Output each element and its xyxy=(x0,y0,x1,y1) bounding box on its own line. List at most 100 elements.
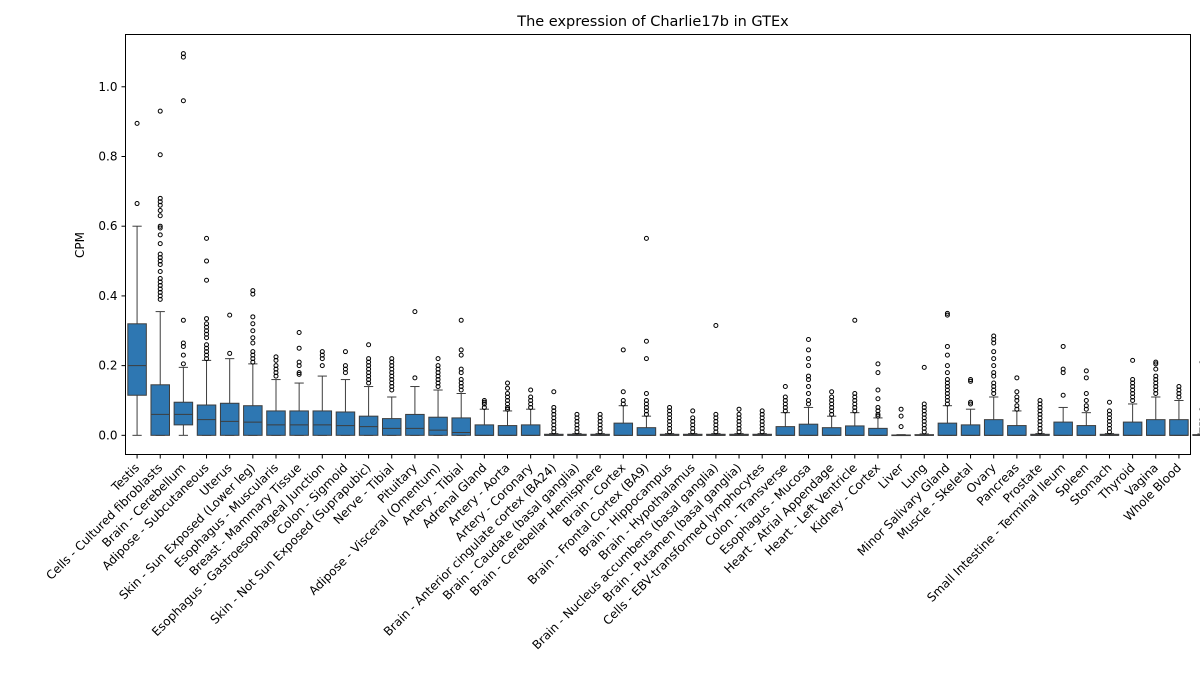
outlier-point xyxy=(1153,391,1159,397)
outlier-point xyxy=(458,387,464,393)
outlier-point xyxy=(180,343,186,349)
outlier-point xyxy=(505,385,511,391)
outlier-point xyxy=(782,408,788,414)
outlier-point xyxy=(597,411,603,417)
y-tick-label: 1.0 xyxy=(98,80,117,94)
outlier-point xyxy=(1130,391,1136,397)
outlier-point xyxy=(875,387,881,393)
outlier-point xyxy=(875,361,881,367)
outlier-point xyxy=(667,408,673,414)
outlier-point xyxy=(342,349,348,355)
box-group xyxy=(914,364,935,436)
outlier-point xyxy=(389,373,395,379)
outlier-point xyxy=(667,418,673,424)
plot-area xyxy=(127,51,1200,437)
outlier-point xyxy=(991,356,997,362)
outlier-point xyxy=(968,401,974,407)
outlier-point xyxy=(944,310,950,316)
outlier-point xyxy=(366,342,372,348)
outlier-point xyxy=(875,404,881,410)
box-group xyxy=(1169,384,1189,436)
outlier-point xyxy=(134,201,140,207)
box-group xyxy=(845,317,865,436)
box-group xyxy=(243,288,263,436)
outlier-point xyxy=(273,363,279,369)
outlier-point xyxy=(157,251,163,257)
outlier-point xyxy=(1037,408,1043,414)
outlier-point xyxy=(250,291,256,297)
outlier-point xyxy=(620,389,626,395)
outlier-point xyxy=(157,213,163,219)
outlier-point xyxy=(319,349,325,355)
outlier-point xyxy=(204,349,210,355)
box xyxy=(1169,419,1189,436)
outlier-point xyxy=(1176,384,1182,390)
outlier-point xyxy=(458,317,464,323)
outlier-point xyxy=(204,321,210,327)
outlier-point xyxy=(366,363,372,369)
outlier-point xyxy=(250,340,256,346)
outlier-point xyxy=(1130,357,1136,363)
outlier-point xyxy=(204,345,210,351)
box xyxy=(381,418,402,436)
outlier-point xyxy=(204,352,210,358)
outlier-point xyxy=(366,373,372,379)
outlier-point xyxy=(505,394,511,400)
outlier-point xyxy=(1153,373,1159,379)
y-tick-label: 0.0 xyxy=(98,428,117,442)
outlier-point xyxy=(852,317,858,323)
outlier-point xyxy=(759,411,765,417)
outlier-point xyxy=(389,377,395,383)
box-group xyxy=(1030,397,1050,436)
box xyxy=(451,417,471,436)
outlier-point xyxy=(1106,429,1112,435)
outlier-point xyxy=(180,54,186,60)
outlier-point xyxy=(690,425,696,431)
outlier-point xyxy=(458,370,464,376)
outlier-point xyxy=(505,380,511,386)
outlier-point xyxy=(782,404,788,410)
outlier-point xyxy=(921,418,927,424)
outlier-point xyxy=(1037,425,1043,431)
outlier-point xyxy=(829,408,835,414)
outlier-point xyxy=(597,415,603,421)
outlier-point xyxy=(435,384,441,390)
outlier-point xyxy=(805,336,811,342)
box xyxy=(474,424,495,436)
outlier-point xyxy=(342,370,348,376)
outlier-point xyxy=(157,225,163,231)
outlier-point xyxy=(829,397,835,403)
outlier-point xyxy=(1153,380,1159,386)
box-group xyxy=(544,389,564,436)
outlier-point xyxy=(805,356,811,362)
outlier-point xyxy=(875,396,881,402)
outlier-point xyxy=(250,335,256,341)
outlier-point xyxy=(1060,392,1066,398)
outlier-point xyxy=(620,401,626,407)
outlier-point xyxy=(736,422,742,428)
outlier-point xyxy=(852,394,858,400)
outlier-point xyxy=(157,282,163,288)
outlier-point xyxy=(412,309,418,315)
box-group xyxy=(798,336,819,436)
box-group xyxy=(497,380,518,436)
outlier-point xyxy=(991,387,997,393)
outlier-point xyxy=(968,399,974,405)
outlier-point xyxy=(736,406,742,412)
outlier-point xyxy=(366,359,372,365)
outlier-point xyxy=(643,356,649,362)
outlier-point xyxy=(829,394,835,400)
box-group xyxy=(636,235,657,436)
outlier-point xyxy=(1153,384,1159,390)
box-group xyxy=(312,349,333,436)
outlier-point xyxy=(921,408,927,414)
box xyxy=(868,427,888,436)
outlier-point xyxy=(944,394,950,400)
outlier-point xyxy=(250,359,256,365)
box-group xyxy=(682,408,703,436)
outlier-point xyxy=(481,397,487,403)
outlier-point xyxy=(852,397,858,403)
outlier-point xyxy=(597,425,603,431)
